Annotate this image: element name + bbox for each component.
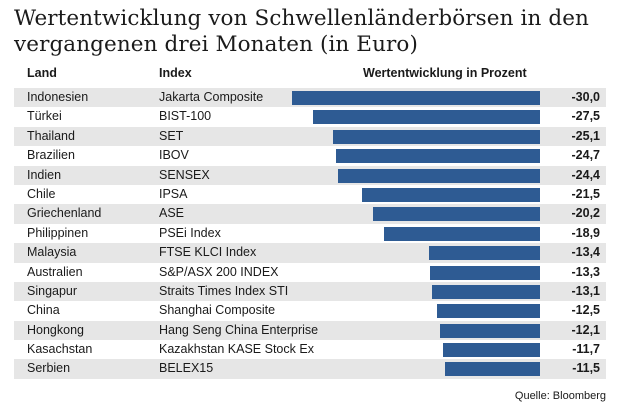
table-row: Philippinen PSEi Index -18,9 [14,224,606,243]
bar [362,187,540,202]
index-label: BIST-100 [159,109,212,124]
value-label: -27,5 [571,109,601,124]
index-label: Shanghai Composite [159,303,276,318]
country-label: Serbien [27,361,71,376]
index-label: ASE [159,206,185,221]
chart-title: Wertentwicklung von Schwellenländerbörse… [14,6,589,57]
index-label: Hang Seng China Enterprise [159,322,319,337]
bar [439,323,540,338]
table-row: Türkei BIST-100 -27,5 [14,107,606,126]
bar [429,246,540,261]
bar [335,149,540,164]
chart-table: Indonesien Jakarta Composite -30,0 Türkei BI… [14,88,606,379]
value-label: -21,5 [571,186,601,201]
country-label: Thailand [27,128,75,143]
index-label: SENSEX [159,167,210,182]
header-land: Land [27,66,57,80]
table-row: Thailand SET -25,1 [14,126,606,147]
bar [312,110,540,125]
table-row: Brazilien IBOV -24,7 [14,146,606,165]
value-label: -11,5 [572,361,600,376]
header-index: Index [159,66,192,80]
index-label: SET [159,128,184,143]
header-value: Wertentwicklung in Prozent [363,66,527,80]
country-label: Hongkong [27,322,84,337]
value-label: -24,4 [571,167,601,182]
bar [443,343,540,358]
table-row: Indonesien Jakarta Composite -30,0 [14,88,606,108]
table-row: Griechenland ASE -20,2 [14,204,606,224]
bar [338,168,540,183]
country-label: Griechenland [27,206,102,221]
bar [332,129,540,144]
index-label: IBOV [159,148,189,163]
country-label: China [27,303,60,318]
index-label: FTSE KLCI Index [159,245,257,260]
country-label: Singapur [27,283,78,298]
bar [373,207,540,222]
country-label: Brazilien [27,148,75,163]
country-label: Kasachstan [27,342,93,357]
value-label: -12,1 [571,322,601,337]
bar [383,226,540,241]
table-row: Indien SENSEX -24,4 [14,165,606,185]
bar [444,362,540,377]
value-label: -11,7 [572,342,600,357]
country-label: Malaysia [27,245,77,260]
index-label: Jakarta Composite [159,90,264,104]
country-label: Türkei [27,109,62,124]
value-label: -13,3 [571,264,601,279]
index-label: S&P/ASX 200 INDEX [159,264,279,279]
bar [292,91,540,105]
country-label: Philippinen [27,225,89,240]
value-label: -25,1 [571,128,601,143]
value-label: -12,5 [571,303,601,318]
index-label: Straits Times Index STI [159,283,289,298]
table-row: Kasachstan Kazakhstan KASE Stock Ex -11,7 [14,340,606,359]
value-label: -24,7 [571,148,601,163]
value-label: -18,9 [571,225,601,240]
value-label: -13,4 [571,245,601,260]
index-label: BELEX15 [159,361,214,376]
value-label: -20,2 [571,206,601,221]
value-label: -30,0 [571,90,601,104]
bar [431,284,540,299]
source-note: Quelle: Bloomberg [514,390,606,402]
table-row: Australien S&P/ASX 200 INDEX -13,3 [14,263,606,282]
table-row: Chile IPSA -21,5 [14,185,606,204]
bar [436,304,540,319]
bar [430,265,540,280]
table-row: Serbien BELEX15 -11,5 [14,359,606,379]
index-label: IPSA [159,186,188,201]
country-label: Chile [27,186,56,201]
index-label: Kazakhstan KASE Stock Ex [159,342,314,357]
country-label: Australien [27,264,83,279]
table-row: Malaysia FTSE KLCI Index -13,4 [14,243,606,263]
index-label: PSEi Index [159,225,221,240]
table-row: China Shanghai Composite -12,5 [14,301,606,320]
country-label: Indonesien [27,90,89,104]
table-row: Singapur Straits Times Index STI -13,1 [14,281,606,302]
value-label: -13,1 [571,283,601,298]
table-row: Hongkong Hang Seng China Enterprise -12,1 [14,320,606,341]
country-label: Indien [27,167,62,182]
